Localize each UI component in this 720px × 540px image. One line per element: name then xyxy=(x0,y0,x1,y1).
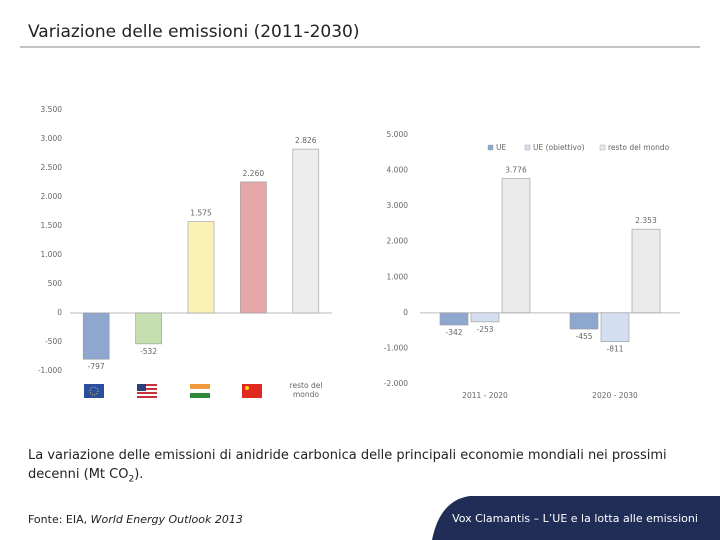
bar xyxy=(470,312,500,323)
caption: La variazione delle emissioni di anidrid… xyxy=(28,446,678,490)
source-text: Fonte: EIA, xyxy=(28,513,91,526)
value-label: -811 xyxy=(606,345,623,354)
y-tick-label: 2.000 xyxy=(41,192,63,201)
source-title: World Energy Outlook 2013 xyxy=(90,513,243,526)
value-label: 2.353 xyxy=(635,216,657,225)
flag-us-stripe xyxy=(137,390,157,392)
value-label: 1.575 xyxy=(190,209,212,218)
value-label: 2.260 xyxy=(243,169,265,178)
x-tick-label: 2011 - 2020 xyxy=(462,391,508,400)
y-tick-label: 0 xyxy=(57,308,62,317)
y-tick-label: 3.000 xyxy=(387,201,409,210)
y-tick-label: -500 xyxy=(45,337,62,346)
y-tick-label: -1.000 xyxy=(38,366,62,375)
y-tick-label: 0 xyxy=(403,308,408,317)
x-tick-label: 2020 - 2030 xyxy=(592,391,638,400)
flag-eu-stars xyxy=(89,386,99,396)
flag-cn-star xyxy=(245,386,249,390)
legend-swatch xyxy=(599,144,606,151)
footer-banner xyxy=(432,496,720,540)
slide-title: Variazione delle emissioni (2011-2030) xyxy=(28,22,360,42)
category-label: resto del mondo xyxy=(289,381,323,399)
value-label: 3.776 xyxy=(505,166,527,175)
y-tick-label: 1.000 xyxy=(41,250,63,259)
y-tick-label: -2.000 xyxy=(384,379,408,388)
flags xyxy=(84,384,262,398)
value-label: -532 xyxy=(140,347,157,356)
value-label: -342 xyxy=(445,328,462,337)
footer-text: Vox Clamantis – L’UE e la lotta alle emi… xyxy=(452,512,698,525)
value-label: 2.826 xyxy=(295,136,317,145)
y-tick-label: 3.000 xyxy=(41,134,63,143)
value-label: -455 xyxy=(575,332,592,341)
caption-text: ). xyxy=(134,467,144,482)
y-tick-label: 1.500 xyxy=(41,221,63,230)
legend-label: UE xyxy=(496,143,506,152)
value-label: -253 xyxy=(476,325,493,334)
legend-label: resto del mondo xyxy=(608,143,670,152)
caption-text: La variazione delle emissioni di anidrid… xyxy=(28,448,667,482)
bar xyxy=(82,312,110,360)
source: Fonte: EIA, World Energy Outlook 2013 xyxy=(28,513,243,526)
y-tick-label: -1.000 xyxy=(384,343,408,352)
legend-swatch xyxy=(524,144,531,151)
flag-eu xyxy=(84,384,104,398)
bar xyxy=(600,312,630,343)
flag-in xyxy=(190,393,210,398)
y-tick-label: 2.000 xyxy=(387,237,409,246)
flag-cn xyxy=(242,384,262,398)
flag-in xyxy=(190,384,210,389)
y-tick-label: 2.500 xyxy=(41,163,63,172)
bar xyxy=(631,228,661,314)
legend-label: UE (obiettivo) xyxy=(533,143,585,152)
bar xyxy=(292,148,320,314)
value-label: -797 xyxy=(88,362,105,371)
bar xyxy=(501,178,531,314)
y-tick-label: 1.000 xyxy=(387,272,409,281)
bar xyxy=(135,312,162,345)
bar xyxy=(439,312,469,326)
flag-us-stripe xyxy=(137,386,157,388)
bar xyxy=(240,181,267,314)
y-tick-label: 500 xyxy=(48,279,63,288)
flag-in xyxy=(189,388,211,394)
legend-swatch xyxy=(487,144,494,151)
flag-us-stripe xyxy=(137,394,157,396)
bar xyxy=(187,221,215,314)
y-tick-label: 3.500 xyxy=(41,105,63,114)
caption-sub: 2 xyxy=(128,474,135,485)
y-tick-label: 5.000 xyxy=(387,130,409,139)
bar xyxy=(569,312,599,330)
y-tick-label: 4.000 xyxy=(387,166,409,175)
flag-us-canton xyxy=(137,384,146,391)
